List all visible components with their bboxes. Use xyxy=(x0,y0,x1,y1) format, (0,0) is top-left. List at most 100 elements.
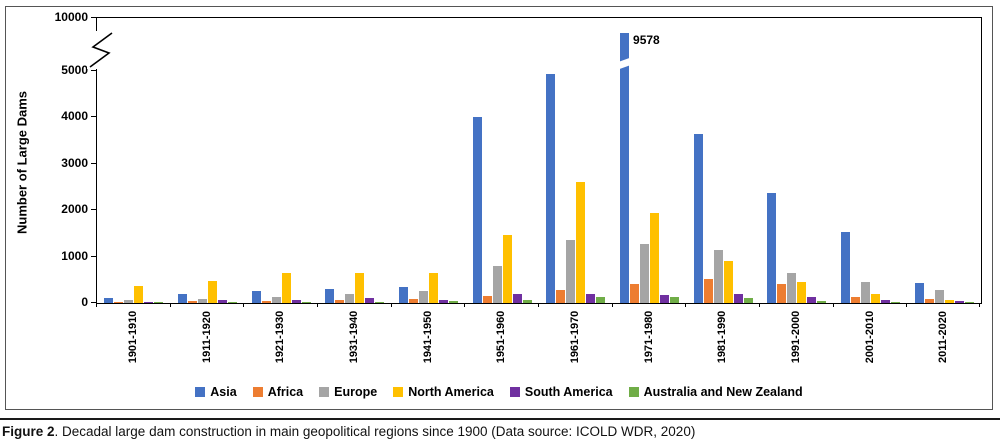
bar-europe xyxy=(861,282,871,303)
bar-europe xyxy=(934,290,944,303)
figure-caption: Figure 2. Decadal large dam construction… xyxy=(2,424,695,439)
x-tick-label: 1901-1910 xyxy=(126,310,139,364)
bar-group-1941-1950 xyxy=(392,18,466,303)
bar-south-america xyxy=(733,293,743,303)
bar-group-1991-2000 xyxy=(760,18,834,303)
bar-north-america xyxy=(281,272,291,303)
x-label-cell: 1961-1970 xyxy=(538,306,612,368)
x-tickmark xyxy=(759,303,760,307)
plot-area: 9578 xyxy=(96,17,982,304)
bar-europe xyxy=(713,249,723,303)
legend-label: Australia and New Zealand xyxy=(643,385,803,399)
x-label-cell: 1941-1950 xyxy=(391,306,465,368)
bar-group-1931-1940 xyxy=(318,18,392,303)
legend-swatch-icon xyxy=(509,387,520,397)
x-tick-label: 1921-1930 xyxy=(274,310,287,364)
y-axis-title: Number of Large Dams xyxy=(14,90,30,234)
bar-north-america xyxy=(650,212,660,303)
bar-south-america xyxy=(512,294,522,303)
bar-australia-and-new-zealand xyxy=(154,302,164,303)
x-tick-label: 1961-1970 xyxy=(568,310,581,364)
bar-africa xyxy=(924,299,934,303)
bar-australia-and-new-zealand xyxy=(670,296,680,303)
bar-group-1961-1970 xyxy=(539,18,613,303)
bar-group-1981-1990 xyxy=(686,18,760,303)
x-tick-label: 2011-2020 xyxy=(937,311,950,363)
bar-australia-and-new-zealand xyxy=(522,299,532,303)
bar-south-america xyxy=(660,294,670,303)
bar-north-america xyxy=(944,300,954,303)
bar-africa xyxy=(335,300,345,303)
legend-swatch-icon xyxy=(319,387,330,397)
legend-item-north-america: North America xyxy=(393,385,494,399)
x-label-cell: 1981-1990 xyxy=(685,306,759,368)
bar-north-america xyxy=(797,282,807,303)
bar-europe xyxy=(345,293,355,303)
caption-divider xyxy=(0,418,1000,420)
legend-item-asia: Asia xyxy=(195,385,237,399)
bar-group-2001-2010 xyxy=(834,18,908,303)
legend-item-south-america: South America xyxy=(509,385,613,399)
y-tick-label: 4000 xyxy=(61,109,88,124)
chart: Number of Large Dams 0 1000 2000 3000 4000 50… xyxy=(5,6,993,410)
bar-north-america xyxy=(576,182,586,303)
y-tickmark xyxy=(91,302,96,303)
x-tickmark xyxy=(317,303,318,307)
bar-asia xyxy=(104,298,114,303)
legend-item-africa: Africa xyxy=(252,385,304,399)
x-label-cell: 1971-1980 xyxy=(612,306,686,368)
bar-north-america xyxy=(208,280,217,303)
bar-group-1901-1910 xyxy=(97,18,171,303)
bar-asia xyxy=(472,117,482,303)
bar-south-america xyxy=(881,299,891,303)
bar-group-1911-1920 xyxy=(171,18,245,303)
y-tick-label: 0 xyxy=(81,295,88,309)
x-label-cell: 1901-1910 xyxy=(96,306,170,368)
legend-item-australia-and-new-zealand: Australia and New Zealand xyxy=(628,385,803,399)
y-tick-label: 5000 xyxy=(61,63,88,77)
bar-south-america xyxy=(218,300,227,303)
bar-africa xyxy=(114,301,124,303)
legend-label: Europe xyxy=(334,385,378,399)
y-tickmark xyxy=(91,162,96,164)
bar-south-america xyxy=(807,296,817,303)
bar-group-1951-1960 xyxy=(465,18,539,303)
x-tick-label: 1991-2000 xyxy=(789,310,802,364)
bar-asia xyxy=(767,192,777,303)
y-tick-label: 2000 xyxy=(61,202,88,217)
x-tickmark xyxy=(243,303,244,307)
y-tickmark xyxy=(91,116,96,118)
bar-africa xyxy=(630,284,640,303)
legend-label: Africa xyxy=(267,385,304,399)
y-tick-label: 10000 xyxy=(54,10,88,24)
bar-south-america xyxy=(365,297,375,303)
bar-europe xyxy=(640,244,650,303)
bar-asia xyxy=(251,291,261,303)
bar-europe xyxy=(492,265,502,303)
x-tickmark xyxy=(538,303,539,307)
legend-swatch-icon xyxy=(252,387,263,397)
bar-australia-and-new-zealand xyxy=(891,302,901,303)
bar-australia-and-new-zealand xyxy=(596,297,606,303)
bar-asia xyxy=(399,286,409,303)
bar-africa xyxy=(703,278,713,303)
bar-australia-and-new-zealand xyxy=(964,302,974,303)
bar-north-america xyxy=(134,286,144,303)
y-tickmark xyxy=(91,209,96,211)
bar-south-america xyxy=(586,293,596,303)
bar-group-1971-1980: 9578 xyxy=(613,18,687,303)
y-tick-labels: 0 1000 2000 3000 4000 5000 10000 xyxy=(36,10,92,309)
y-tick-label: 1000 xyxy=(61,248,88,263)
bar-north-america xyxy=(723,261,733,303)
x-tickmarks xyxy=(96,303,980,308)
bar-south-america xyxy=(954,300,964,303)
bar-africa xyxy=(851,296,861,303)
x-tickmark xyxy=(170,303,171,307)
bar-south-america xyxy=(439,300,449,303)
bar-europe xyxy=(124,300,134,303)
x-label-cell: 1911-1920 xyxy=(170,306,244,368)
x-tickmark xyxy=(833,303,834,307)
x-tick-label: 1951-1960 xyxy=(495,310,508,364)
y-tickmark xyxy=(91,70,96,71)
x-tick-label: 1931-1940 xyxy=(347,310,360,364)
